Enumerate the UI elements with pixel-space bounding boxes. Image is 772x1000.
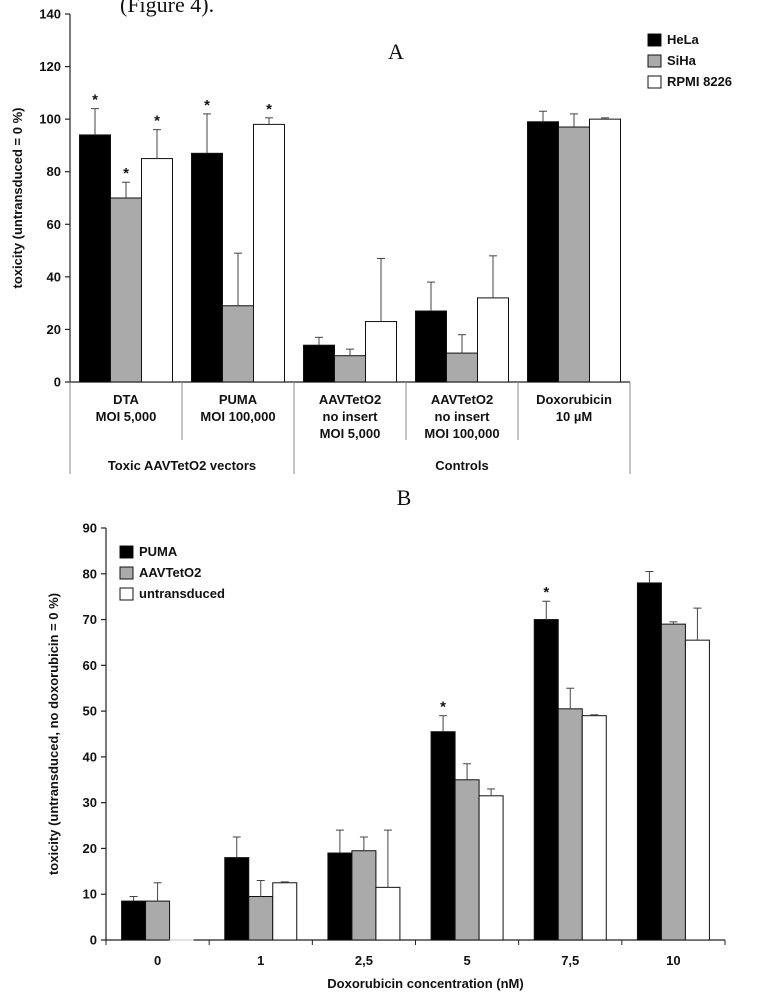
x-tick-label: 0 bbox=[154, 953, 161, 968]
bar-aavteto2 bbox=[557, 708, 583, 941]
bar-puma bbox=[636, 582, 662, 941]
x-category-label: MOI 5,000 bbox=[96, 409, 157, 424]
legend-swatch-aavteto2 bbox=[119, 566, 134, 580]
bar-hela bbox=[191, 152, 223, 383]
legend-label-aavteto2: AAVTetO2 bbox=[139, 565, 201, 580]
y-tick-label: 20 bbox=[47, 322, 61, 337]
x-category-label: Doxorubicin bbox=[536, 392, 612, 407]
x-tick-label: 7,5 bbox=[561, 953, 579, 968]
y-tick-label: 100 bbox=[39, 112, 61, 127]
x-category-label: MOI 5,000 bbox=[320, 426, 381, 441]
bar-rpmi-8226 bbox=[477, 297, 509, 383]
y-tick-label: 50 bbox=[83, 704, 97, 719]
y-tick-label: 60 bbox=[83, 658, 97, 673]
legend-swatch-hela bbox=[647, 33, 662, 47]
bar-aavteto2 bbox=[145, 900, 171, 941]
bar-untransduced bbox=[581, 715, 607, 941]
bar-siha bbox=[446, 352, 478, 383]
legend-swatch-untransduced bbox=[119, 587, 134, 601]
significance-marker: * bbox=[123, 165, 129, 182]
legend-label-puma: PUMA bbox=[139, 544, 178, 559]
bar-puma bbox=[533, 619, 559, 941]
significance-marker: * bbox=[92, 92, 98, 109]
bar-aavteto2 bbox=[454, 779, 480, 941]
significance-marker: * bbox=[440, 699, 446, 716]
x-category-label: AAVTetO2 bbox=[319, 392, 381, 407]
significance-marker: * bbox=[543, 584, 549, 601]
bar-siha bbox=[222, 305, 254, 383]
bar-aavteto2 bbox=[660, 623, 686, 941]
x-group-label: Toxic AAVTetO2 vectors bbox=[108, 458, 256, 473]
y-tick-label: 0 bbox=[90, 933, 97, 948]
significance-marker: * bbox=[266, 101, 272, 118]
x-category-label: no insert bbox=[435, 409, 491, 424]
y-tick-label: 10 bbox=[83, 887, 97, 902]
bar-untransduced bbox=[478, 795, 504, 941]
y-tick-label: 70 bbox=[83, 612, 97, 627]
y-tick-label: 40 bbox=[47, 269, 61, 284]
panel-letter: A bbox=[388, 39, 404, 64]
y-tick-label: 120 bbox=[39, 59, 61, 74]
x-tick-label: 5 bbox=[463, 953, 470, 968]
x-tick-label: 1 bbox=[257, 953, 264, 968]
y-tick-label: 80 bbox=[47, 164, 61, 179]
x-tick-label: 10 bbox=[666, 953, 680, 968]
y-axis-title: toxicity (untransduced = 0 %) bbox=[10, 108, 25, 289]
y-tick-label: 140 bbox=[39, 7, 61, 22]
y-tick-label: 90 bbox=[83, 521, 97, 536]
bar-untransduced bbox=[169, 939, 194, 941]
y-tick-label: 60 bbox=[47, 217, 61, 232]
bar-aavteto2 bbox=[351, 850, 377, 941]
bar-hela bbox=[303, 344, 335, 383]
y-tick-label: 40 bbox=[83, 749, 97, 764]
y-tick-label: 20 bbox=[83, 841, 97, 856]
y-tick-label: 0 bbox=[54, 375, 61, 390]
x-category-label: no insert bbox=[323, 409, 379, 424]
legend-swatch-puma bbox=[119, 545, 134, 559]
x-category-label: MOI 100,000 bbox=[200, 409, 275, 424]
x-tick-label: 2,5 bbox=[355, 953, 373, 968]
legend-swatch-rpmi-8226 bbox=[647, 75, 662, 89]
y-tick-label: 80 bbox=[83, 566, 97, 581]
x-category-label: 10 µM bbox=[556, 409, 592, 424]
bar-puma bbox=[430, 731, 456, 941]
header-text-fragment: (Figure 4). bbox=[120, 0, 215, 17]
bar-untransduced bbox=[375, 886, 401, 941]
bar-rpmi-8226 bbox=[365, 321, 397, 383]
legend-label-hela: HeLa bbox=[667, 32, 700, 47]
bar-rpmi-8226 bbox=[589, 118, 621, 383]
x-group-label: Controls bbox=[435, 458, 488, 473]
bar-untransduced bbox=[272, 882, 298, 941]
legend-label-rpmi-8226: RPMI 8226 bbox=[667, 74, 732, 89]
legend-swatch-siha bbox=[647, 54, 662, 68]
bar-hela bbox=[415, 310, 447, 383]
legend-label-siha: SiHa bbox=[667, 53, 697, 68]
bar-siha bbox=[110, 197, 142, 383]
legend-label-untransduced: untransduced bbox=[139, 586, 225, 601]
bar-hela bbox=[527, 121, 559, 383]
panel-a-chart: A 0 20 40 60 80 100 120 140 toxicity (untransduce… bbox=[10, 7, 732, 474]
bar-puma bbox=[121, 900, 147, 941]
panel-letter: B bbox=[397, 485, 412, 510]
x-category-label: DTA bbox=[113, 392, 139, 407]
bar-puma bbox=[327, 852, 353, 941]
x-category-label: MOI 100,000 bbox=[424, 426, 499, 441]
x-category-label: PUMA bbox=[219, 392, 258, 407]
significance-marker: * bbox=[204, 97, 210, 114]
x-category-label: AAVTetO2 bbox=[431, 392, 493, 407]
x-axis-title: Doxorubicin concentration (nM) bbox=[327, 976, 523, 991]
bar-puma bbox=[224, 857, 250, 941]
bar-aavteto2 bbox=[248, 896, 274, 941]
y-axis-title: toxicity (untransduced, no doxorubicin =… bbox=[46, 593, 61, 875]
y-tick-label: 30 bbox=[83, 795, 97, 810]
bar-rpmi-8226 bbox=[141, 158, 173, 383]
bar-untransduced bbox=[684, 639, 710, 941]
bar-rpmi-8226 bbox=[253, 123, 285, 383]
bar-siha bbox=[558, 126, 590, 383]
significance-marker: * bbox=[154, 113, 160, 130]
bar-siha bbox=[334, 355, 366, 383]
bar-hela bbox=[79, 134, 111, 383]
